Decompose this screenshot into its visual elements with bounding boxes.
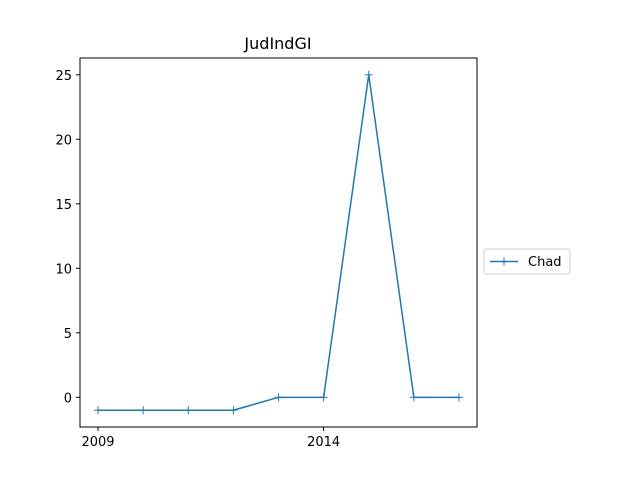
chart-title: JudIndGI xyxy=(243,34,311,53)
data-point-marker xyxy=(184,406,193,415)
x-tick-label: 2014 xyxy=(307,435,340,450)
data-point-marker xyxy=(319,393,328,402)
series-layer xyxy=(94,70,463,415)
data-point-marker xyxy=(94,406,103,415)
x-tick-label: 2009 xyxy=(81,435,114,450)
x-axis-ticks: 2009 2014 xyxy=(81,427,340,450)
y-tick-label: 20 xyxy=(55,133,72,148)
legend: Chad xyxy=(483,248,571,275)
y-tick-label: 0 xyxy=(64,391,72,406)
data-point-marker xyxy=(274,393,283,402)
y-tick-label: 5 xyxy=(64,327,72,342)
legend-box xyxy=(483,248,571,275)
y-tick-label: 15 xyxy=(55,198,72,213)
legend-label-chad: Chad xyxy=(528,255,562,270)
data-point-marker xyxy=(139,406,148,415)
data-point-marker xyxy=(229,406,238,415)
data-point-marker xyxy=(409,393,418,402)
data-point-marker xyxy=(364,70,373,79)
y-tick-label: 25 xyxy=(55,69,72,84)
data-point-marker xyxy=(454,393,463,402)
y-axis-ticks: 0 5 10 15 20 25 xyxy=(55,69,80,406)
y-tick-label: 10 xyxy=(55,262,72,277)
plot-area-frame xyxy=(79,57,478,428)
